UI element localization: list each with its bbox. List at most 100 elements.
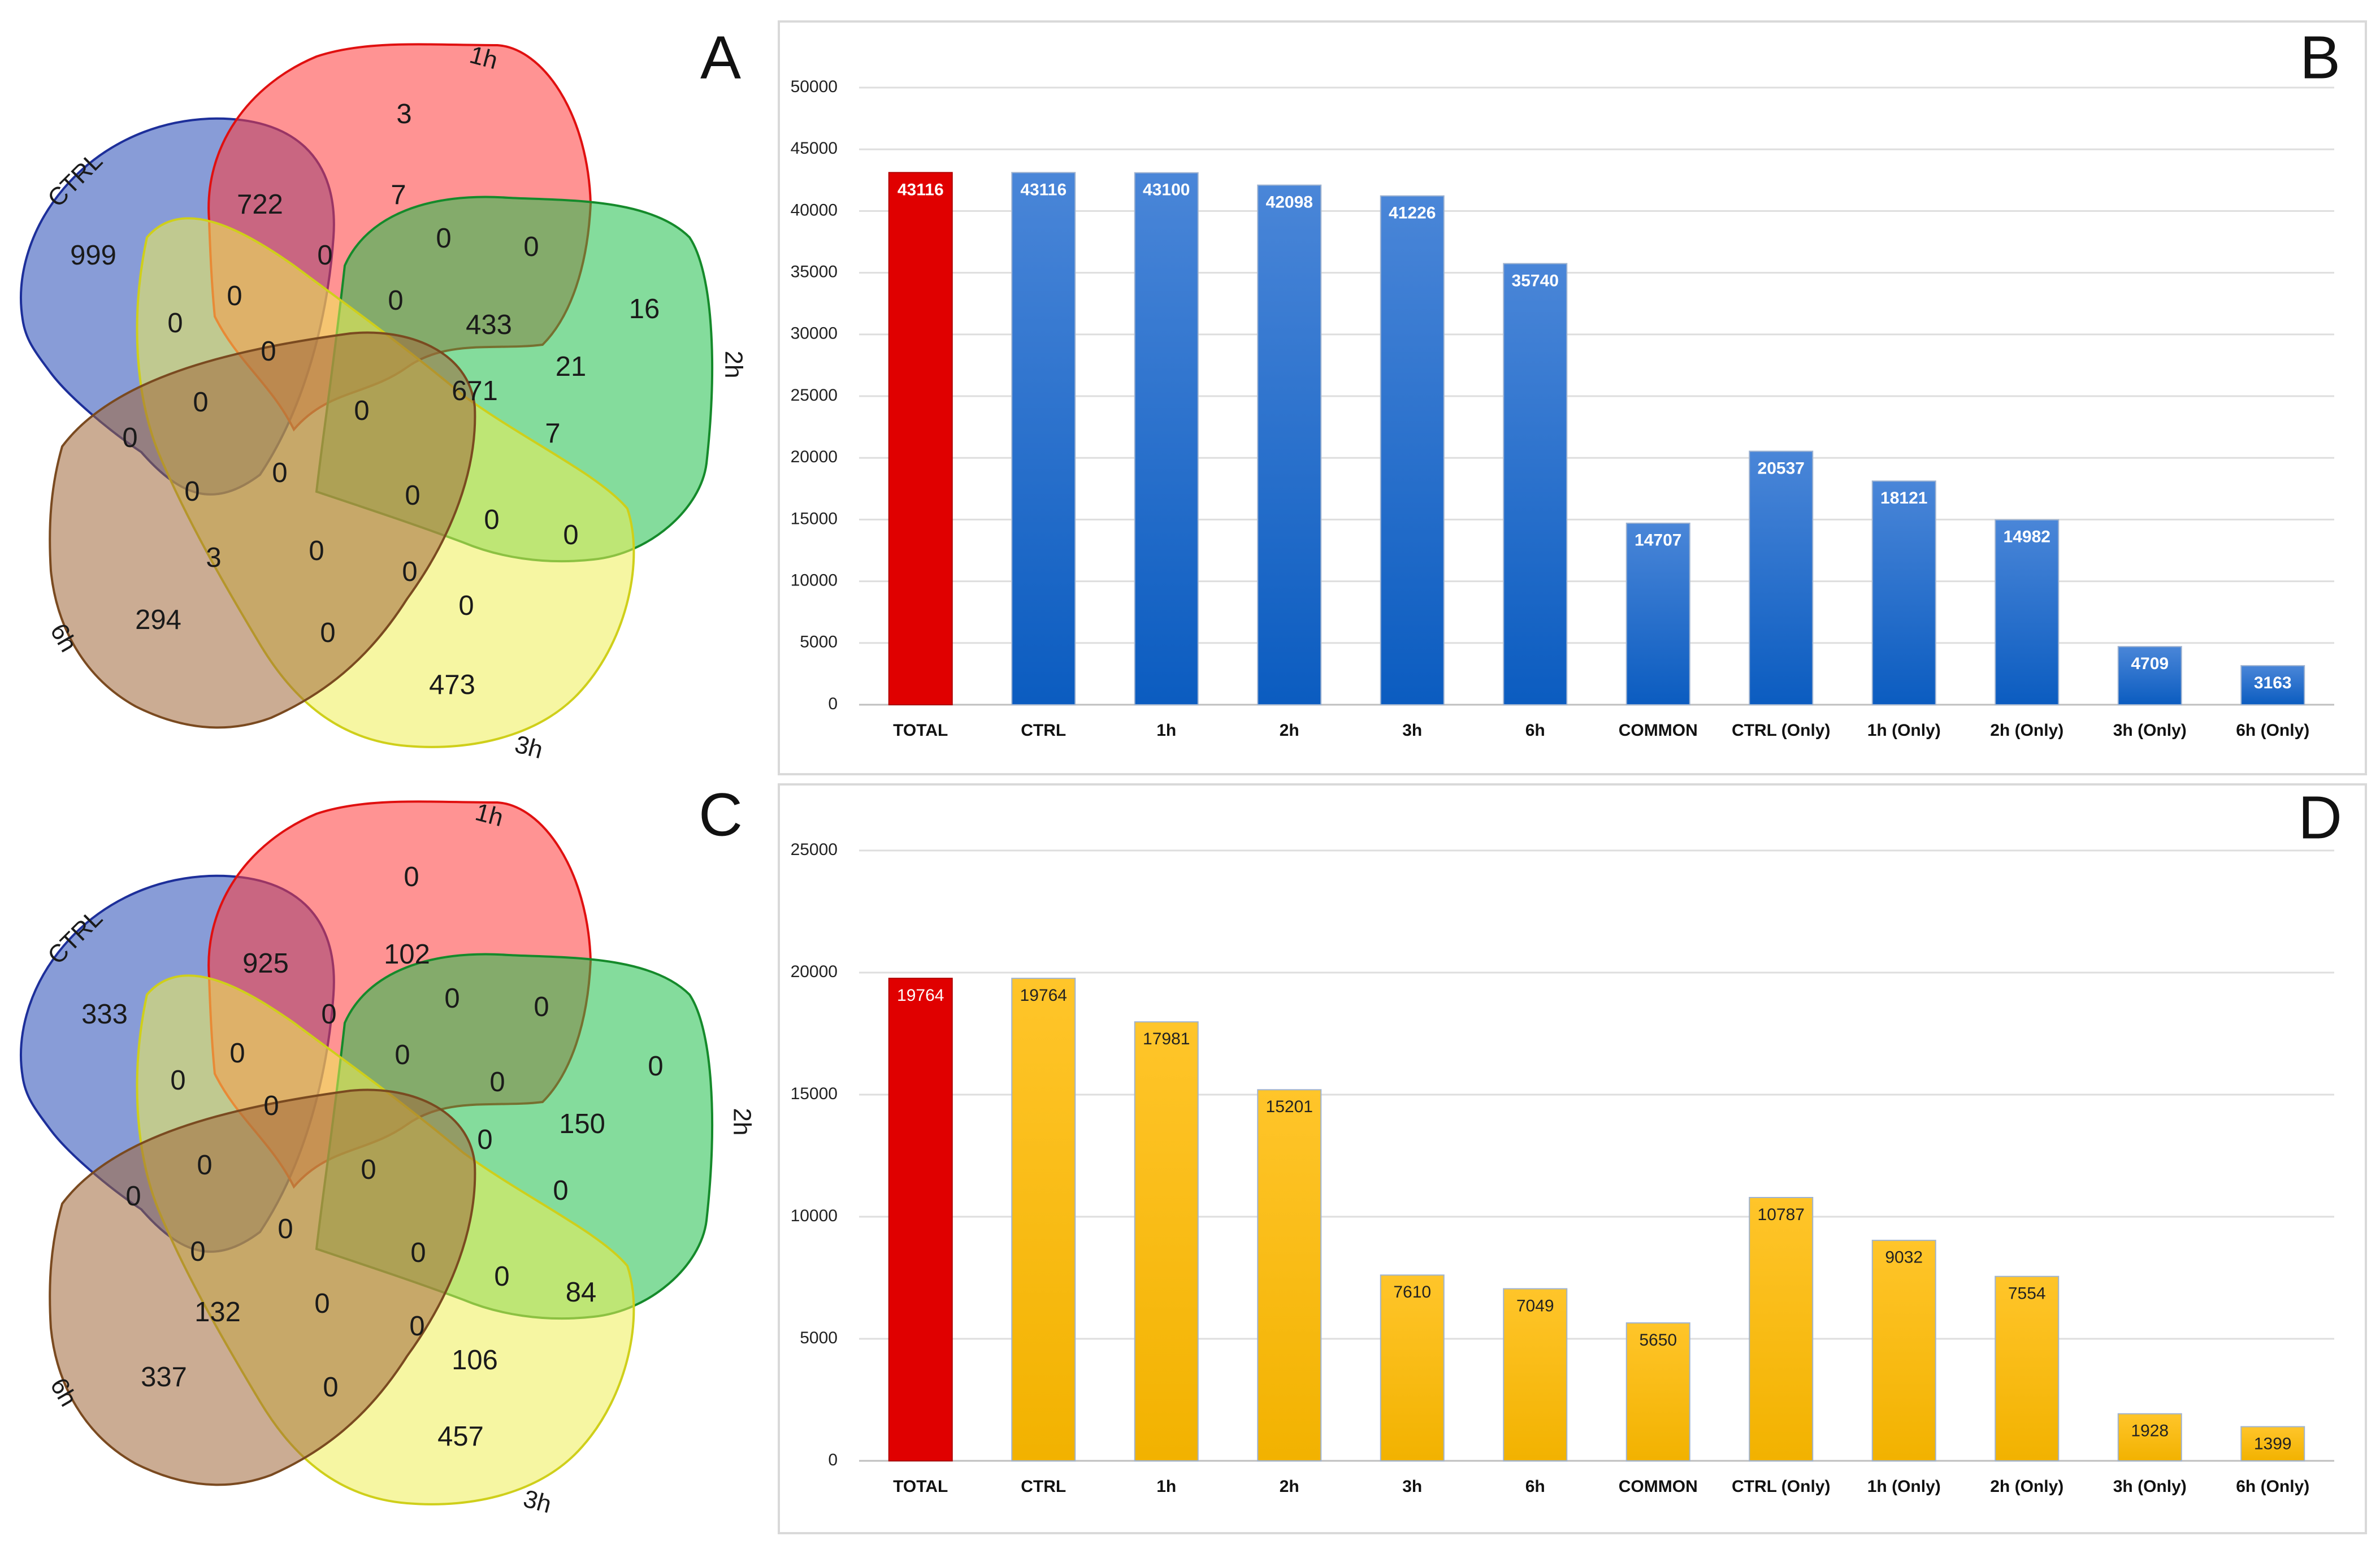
bar — [1257, 1089, 1322, 1461]
x-category-label: 2h — [1280, 721, 1299, 740]
x-category-label: COMMON — [1619, 721, 1698, 740]
bar-chart-d: 0 5000 10000 15000 20000 25000 19764 19764 1798… — [778, 783, 2367, 1534]
venn-c-1h-only: 0 — [404, 862, 419, 892]
venn-c-ctrl-only: 333 — [81, 999, 128, 1030]
bar-value-label: 17981 — [1143, 1030, 1190, 1048]
venn-a-label-3h: 3h — [512, 730, 546, 764]
venn-c-region: 0 — [321, 999, 336, 1030]
venn-c-region: 0 — [444, 983, 459, 1014]
x-category-label: 1h (Only) — [1867, 721, 1941, 740]
venn-c-region: 132 — [194, 1297, 241, 1327]
y-tick-label: 50000 — [791, 77, 838, 96]
x-category-label: 2h — [1280, 1477, 1299, 1496]
venn-a-6h-only: 294 — [135, 605, 181, 635]
y-tick-label: 15000 — [791, 509, 838, 528]
venn-c-region: 0 — [534, 992, 549, 1022]
chart-b-bars: 43116 43116 43100 42098 41226 35740 14707 20537… — [888, 172, 2305, 706]
bar — [1011, 978, 1076, 1461]
venn-c-region: 0 — [263, 1091, 279, 1121]
bar — [888, 978, 953, 1461]
venn-a-label-2h: 2h — [719, 351, 747, 379]
x-category-label: 6h (Only) — [2236, 721, 2309, 740]
bar-value-label: 1399 — [2254, 1434, 2292, 1453]
venn-c-region: 0 — [323, 1372, 338, 1403]
chart-b-y-axis: 0 5000 10000 15000 20000 25000 30000 35000 40000… — [791, 77, 838, 713]
venn-c-region: 0 — [395, 1040, 410, 1070]
bar-value-label: 43100 — [1143, 181, 1190, 199]
venn-a-region: 0 — [320, 618, 335, 648]
x-category-label: 2h (Only) — [1990, 1477, 2063, 1496]
x-category-label: 6h — [1525, 1477, 1545, 1496]
venn-a-region: 0 — [354, 396, 369, 426]
chart-b-gridlines — [859, 86, 2334, 706]
venn-a-region: 0 — [405, 480, 420, 511]
venn-c-region: 0 — [170, 1065, 185, 1096]
venn-c-set-6h — [49, 1088, 476, 1486]
venn-c-region: 0 — [229, 1038, 245, 1069]
bar-value-label: 14707 — [1635, 531, 1681, 550]
bar — [1380, 1274, 1445, 1462]
y-tick-label: 5000 — [800, 633, 838, 652]
venn-c-region: 84 — [566, 1277, 597, 1308]
chart-b-x-axis: TOTAL CTRL 1h 2h 3h 6h COMMON CTRL (Only) 1h (On… — [893, 721, 2309, 740]
venn-c-label-3h: 3h — [521, 1485, 554, 1518]
venn-c-region: 106 — [452, 1345, 498, 1376]
bar — [1380, 195, 1445, 705]
x-category-label: 1h — [1156, 721, 1176, 740]
bar — [1749, 450, 1814, 705]
bar — [1995, 1275, 2060, 1462]
x-category-label: 3h — [1402, 721, 1422, 740]
venn-a-region: 0 — [184, 476, 200, 507]
venn-a-region: 7 — [391, 180, 406, 210]
x-category-label: TOTAL — [893, 721, 948, 740]
venn-a-1h-only: 3 — [396, 99, 411, 129]
venn-a-ctrl-only: 999 — [70, 240, 116, 271]
y-tick-label: 35000 — [791, 263, 838, 281]
venn-a-region: 0 — [388, 285, 403, 316]
x-category-label: CTRL (Only) — [1732, 721, 1830, 740]
y-tick-label: 20000 — [791, 448, 838, 466]
y-tick-label: 10000 — [791, 571, 838, 590]
venn-a-region: 0 — [402, 557, 417, 587]
x-category-label: CTRL — [1021, 1477, 1066, 1496]
bar — [1011, 172, 1076, 705]
bar-value-label: 42098 — [1266, 193, 1313, 212]
venn-c-region: 0 — [410, 1238, 426, 1268]
x-category-label: 2h (Only) — [1990, 721, 2063, 740]
bar-value-label: 1928 — [2131, 1422, 2169, 1440]
venn-c-region: 0 — [494, 1261, 509, 1292]
venn-c-region: 0 — [314, 1288, 330, 1319]
y-tick-label: 25000 — [791, 840, 838, 859]
chart-d-x-axis: TOTAL CTRL 1h 2h 3h 6h COMMON CTRL (Only) 1h (On… — [893, 1477, 2309, 1496]
bar — [1257, 184, 1322, 706]
venn-c-region: 0 — [489, 1067, 505, 1097]
venn-c-region: 0 — [361, 1155, 376, 1185]
bar — [1625, 1322, 1690, 1461]
bar-value-label: 3163 — [2254, 674, 2292, 692]
bar — [1871, 480, 1936, 705]
bar-value-label: 19764 — [1020, 986, 1067, 1005]
venn-a-region: 0 — [458, 591, 474, 621]
x-category-label: 1h — [1156, 1477, 1176, 1496]
bar-value-label: 5650 — [1639, 1331, 1677, 1350]
bar-value-label: 35740 — [1512, 271, 1559, 290]
bar-chart-b: 0 5000 10000 15000 20000 25000 30000 35000 40000… — [778, 20, 2367, 775]
bar-value-label: 7049 — [1516, 1296, 1554, 1315]
y-tick-label: 45000 — [791, 139, 838, 158]
x-category-label: 3h — [1402, 1477, 1422, 1496]
venn-a-2h-only: 16 — [629, 294, 660, 324]
bar-value-label: 7554 — [2008, 1285, 2046, 1303]
venn-a-set-6h — [49, 331, 476, 729]
venn-a-region: 0 — [436, 223, 451, 254]
bar-value-label: 14982 — [2004, 528, 2050, 546]
bar-value-label: 15201 — [1266, 1097, 1313, 1116]
bar-value-label: 19764 — [897, 986, 944, 1005]
x-category-label: 3h (Only) — [2113, 721, 2187, 740]
y-tick-label: 10000 — [791, 1207, 838, 1225]
panel-letter-b: B — [2300, 23, 2340, 92]
venn-c-2h-only: 0 — [648, 1051, 663, 1082]
venn-a-region: 0 — [309, 536, 324, 566]
bar-value-label: 4709 — [2131, 654, 2169, 673]
x-category-label: 1h (Only) — [1867, 1477, 1941, 1496]
venn-c-6h-only: 337 — [141, 1362, 187, 1392]
